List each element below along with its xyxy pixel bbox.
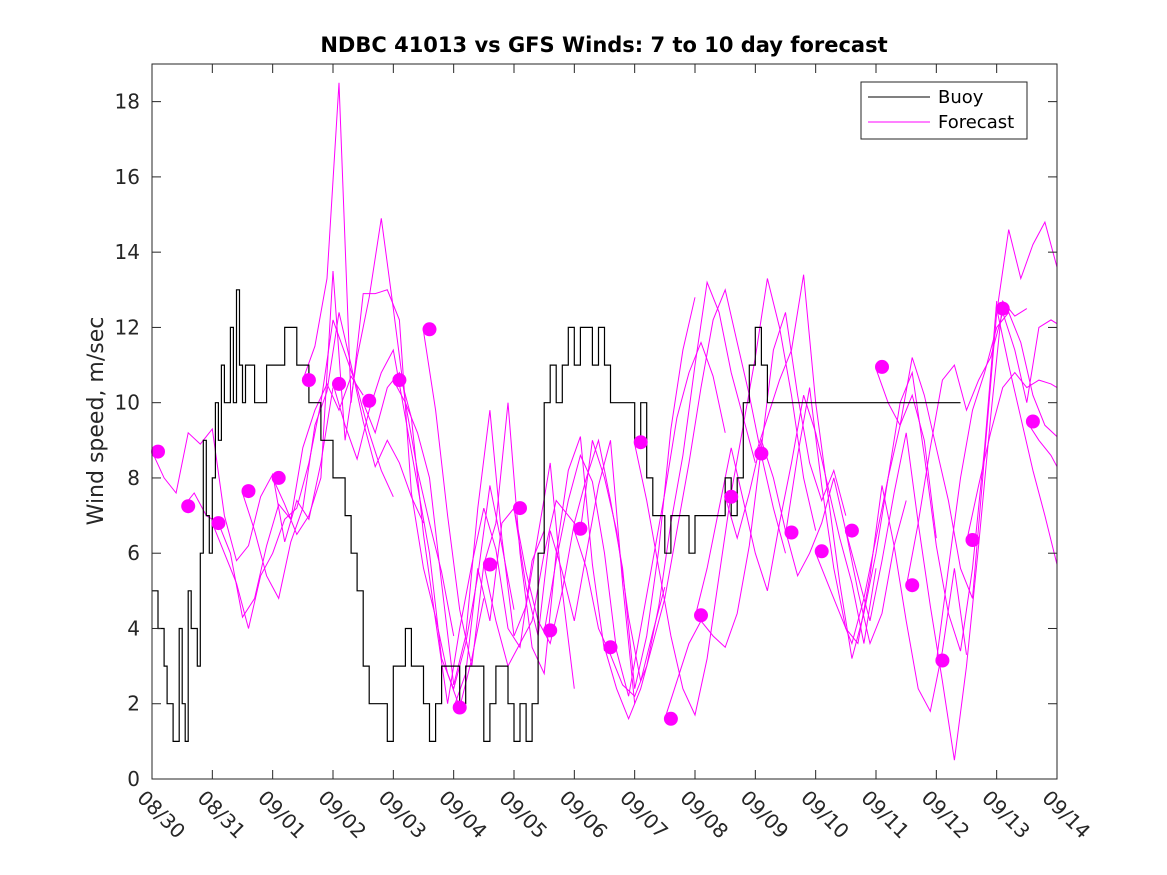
legend-label-forecast: Forecast	[938, 112, 1014, 133]
y-tick-label-16: 16	[115, 165, 140, 189]
y-axis-label: Wind speed, m/sec	[84, 317, 109, 526]
forecast-line-6	[332, 348, 515, 691]
forecast-dot-4	[271, 470, 286, 485]
forecast-dot-10	[452, 700, 467, 715]
forecast-line-23	[845, 299, 1028, 761]
forecast-dot-23	[844, 523, 859, 538]
forecast-line-19	[724, 438, 907, 646]
forecast-line-9	[423, 331, 605, 676]
y-tick-label-14: 14	[115, 240, 140, 264]
forecast-dot-13	[543, 623, 558, 638]
forecast-line-21	[785, 387, 967, 713]
forecast-dot-12	[513, 501, 527, 516]
plot-layer	[151, 82, 1058, 761]
forecast-dot-9	[422, 322, 437, 337]
forecast-line-4	[272, 218, 455, 637]
forecast-line-10	[453, 440, 636, 708]
forecast-line-20	[754, 274, 937, 659]
forecast-dot-25	[905, 578, 920, 593]
forecast-dot-27	[965, 533, 980, 547]
forecast-dot-22	[814, 544, 829, 559]
buoy-line	[152, 289, 961, 742]
forecast-line-26	[935, 311, 1058, 663]
forecast-dot-26	[935, 653, 950, 668]
y-tick-label-6: 6	[127, 541, 140, 565]
forecast-line-13	[543, 341, 726, 697]
forecast-line-29	[1026, 421, 1058, 467]
plot-area	[152, 64, 1057, 779]
forecast-dot-3	[241, 484, 256, 499]
forecast-line-15	[604, 288, 786, 721]
forecast-line-0	[151, 387, 334, 562]
forecast-dot-1	[181, 499, 196, 514]
forecast-line-3	[242, 312, 424, 600]
forecast-dot-17	[663, 711, 678, 726]
forecast-line-22	[815, 301, 998, 652]
forecast-line-16	[634, 278, 817, 717]
forecast-dot-8	[392, 373, 407, 388]
forecast-dot-24	[875, 359, 889, 374]
y-tick-label-8: 8	[127, 466, 140, 490]
forecast-dot-16	[633, 435, 648, 450]
legend-box	[860, 81, 1028, 140]
axes-box	[151, 63, 1058, 780]
forecast-dot-29	[1025, 414, 1040, 429]
chart-title: NDBC 41013 vs GFS Winds: 7 to 10 day for…	[320, 33, 887, 57]
y-tick-label-2: 2	[127, 692, 140, 716]
forecast-line-28	[996, 308, 1058, 565]
forecast-dot-6	[332, 376, 346, 391]
forecast-dot-0	[151, 444, 165, 459]
forecast-dot-7	[362, 393, 377, 408]
forecast-line-24	[875, 220, 1058, 599]
y-tick-label-0: 0	[127, 767, 140, 791]
forecast-dot-20	[754, 446, 769, 461]
forecast-line-17	[664, 312, 847, 719]
forecast-dot-21	[784, 525, 799, 540]
forecast-dot-28	[995, 301, 1010, 316]
forecast-dot-19	[724, 489, 739, 504]
forecast-dot-2	[211, 516, 226, 531]
forecast-line-5	[302, 82, 485, 710]
forecast-dot-15	[603, 640, 618, 655]
forecast-line-14	[573, 280, 756, 698]
forecast-line-2	[211, 319, 394, 629]
forecast-line-27	[966, 371, 1058, 543]
forecast-dot-11	[482, 557, 497, 572]
forecast-line-25	[905, 310, 1058, 588]
y-tick-label-4: 4	[127, 616, 140, 640]
legend: Buoy Forecast	[860, 81, 1028, 140]
forecast-dot-18	[694, 608, 708, 623]
y-tick-label-18: 18	[115, 90, 140, 114]
y-tick-label-12: 12	[115, 315, 140, 339]
y-tick-label-10: 10	[115, 391, 140, 415]
legend-label-buoy: Buoy	[938, 87, 984, 108]
forecast-dot-5	[301, 373, 316, 388]
forecast-dot-14	[573, 521, 588, 536]
